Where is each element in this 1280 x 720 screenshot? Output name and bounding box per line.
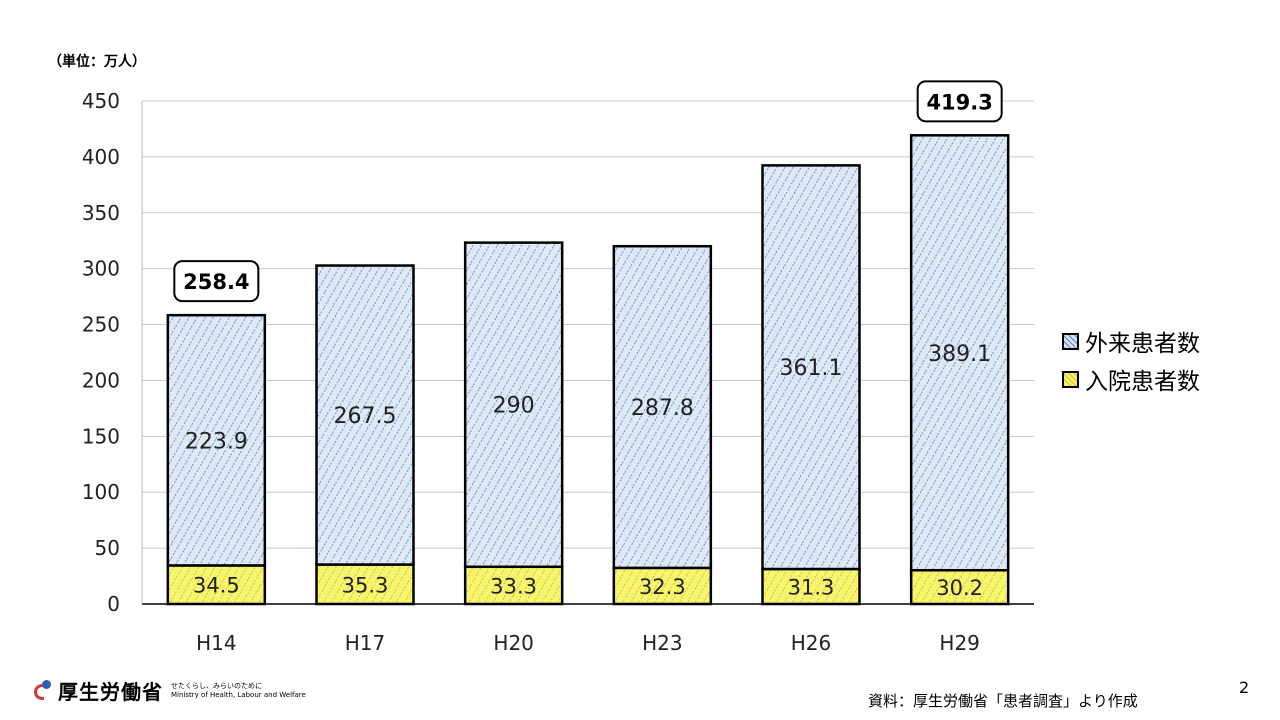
bar-outpatients-H26: [761, 164, 861, 571]
source-note: 資料：厚生労働省「患者調査」より作成: [868, 692, 1138, 710]
y-tick-label: 450: [82, 89, 120, 113]
data-label-inpatients: 32.3: [639, 575, 686, 599]
y-tick-label: 300: [82, 257, 120, 281]
legend-item-inpatients: 入院患者数: [1062, 360, 1200, 398]
ministry-tagline: せたくらし、みらいのために: [171, 681, 262, 690]
total-callout-box: [916, 80, 1003, 123]
bar-inpatients-H20: [463, 565, 564, 606]
x-tick-label: H14: [196, 631, 237, 655]
y-tick-label: 0: [107, 592, 120, 616]
page-number: 2: [1239, 678, 1250, 697]
x-tick-label: H17: [345, 631, 386, 655]
bar-inpatients-H17: [315, 563, 415, 606]
legend-item-outpatients: 外来患者数: [1062, 322, 1200, 360]
ministry-english-name: Ministry of Health, Labour and Welfare: [171, 690, 306, 699]
y-tick-label: 400: [82, 145, 120, 169]
total-callout-box: [173, 260, 260, 303]
ministry-tagline-block: せたくらし、みらいのために Ministry of Health, Labour…: [171, 682, 306, 700]
y-tick-label: 350: [82, 201, 120, 225]
y-tick-label: 250: [82, 313, 120, 337]
legend-label-inpatients: 入院患者数: [1085, 369, 1200, 395]
data-label-outpatients: 290: [493, 394, 535, 419]
legend-swatch-inpatients: [1062, 370, 1079, 388]
data-label-outpatients: 223.9: [185, 429, 248, 454]
ministry-name: 厚生労働省: [58, 680, 163, 704]
ministry-logo: 厚生労働省 せたくらし、みらいのために Ministry of Health, …: [34, 676, 306, 705]
total-callout-label: 258.4: [183, 270, 249, 294]
y-tick-label: 150: [82, 424, 120, 448]
x-tick-label: H29: [939, 631, 980, 655]
bar-outpatients-H23: [612, 244, 713, 570]
y-tick-label: 100: [82, 480, 120, 504]
bar-outpatients-H29: [909, 134, 1010, 572]
data-label-inpatients: 35.3: [342, 573, 389, 597]
data-label-inpatients: 33.3: [490, 574, 537, 598]
data-label-outpatients: 389.1: [928, 342, 991, 367]
total-callout-label: 419.3: [926, 90, 992, 114]
data-label-outpatients: 361.1: [780, 356, 843, 381]
data-label-inpatients: 31.3: [788, 576, 835, 600]
ministry-emblem-icon: [34, 679, 54, 702]
bar-outpatients-H20: [463, 241, 564, 569]
legend-swatch-outpatients: [1062, 332, 1079, 350]
data-label-outpatients: 287.8: [631, 396, 694, 421]
legend-label-outpatients: 外来患者数: [1085, 331, 1200, 357]
x-tick-label: H20: [493, 631, 534, 655]
data-label-outpatients: 267.5: [334, 404, 397, 429]
bar-inpatients-H14: [166, 564, 267, 606]
bar-outpatients-H14: [166, 313, 267, 567]
bar-outpatients-H17: [315, 264, 415, 566]
data-label-inpatients: 34.5: [193, 574, 240, 598]
y-tick-label: 50: [95, 536, 120, 560]
x-tick-label: H23: [642, 631, 683, 655]
legend: 外来患者数 入院患者数: [1062, 322, 1200, 398]
y-tick-label: 200: [82, 368, 120, 392]
data-label-inpatients: 30.2: [936, 576, 983, 600]
y-axis-unit-label: （単位：万人）: [48, 54, 146, 70]
x-tick-label: H26: [791, 631, 832, 655]
